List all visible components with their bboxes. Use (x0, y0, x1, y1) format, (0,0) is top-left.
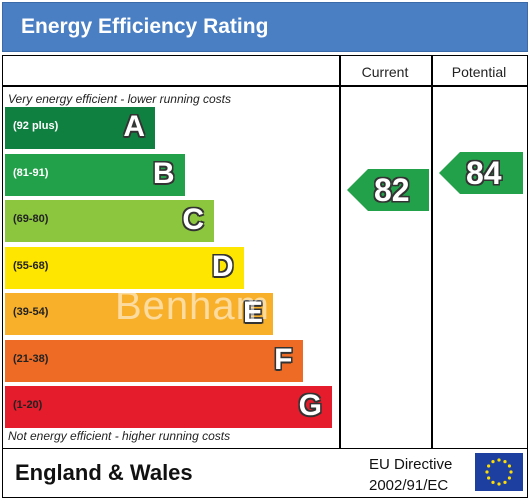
eu-star (487, 464, 491, 468)
column-divider-potential (431, 56, 433, 448)
band-range-b: (81-91) (13, 166, 49, 179)
header-row-divider-left (3, 85, 339, 87)
header-row-divider (339, 85, 527, 87)
column-divider-current (339, 56, 341, 448)
band-range-c: (69-80) (13, 213, 49, 225)
band-range-e: (39-54) (13, 306, 49, 318)
eu-flag-icon (475, 453, 523, 491)
band-f: (21-38) F (5, 339, 303, 382)
band-d: (55-68) D (5, 246, 244, 289)
footer-region: England & Wales (15, 460, 193, 485)
footer-bar: England & Wales EU Directive 2002/91/EC (2, 449, 528, 498)
band-letter-f: F (274, 342, 293, 376)
column-header-potential: Potential (451, 64, 507, 80)
caption-bottom: Not energy efficient - higher running co… (8, 429, 231, 443)
band-c: (69-80) C (5, 200, 214, 242)
rating-grid: Current Potential Very energy efficient … (2, 55, 528, 449)
eu-star (487, 476, 491, 480)
band-letter-c: C (182, 203, 204, 236)
arrow-potential-value: 84 (466, 154, 502, 191)
band-letter-d: D (211, 249, 234, 283)
band-letter-a: A (123, 110, 145, 143)
band-letter-b: B (152, 156, 175, 190)
arrow-potential (439, 151, 523, 194)
eu-star (485, 470, 489, 474)
header-title: Energy Efficiency Rating (21, 15, 269, 38)
header-bar: Energy Efficiency Rating (2, 2, 528, 52)
footer-directive: EU Directive 2002/91/EC (369, 454, 452, 496)
arrow-current (347, 168, 429, 211)
band-range-f: (21-38) (13, 352, 49, 365)
arrow-current-value: 82 (374, 171, 410, 208)
caption-top: Very energy efficient - lower running co… (8, 92, 231, 106)
eu-star (507, 464, 511, 468)
band-g: (1-20) G (5, 386, 332, 428)
eu-star (507, 476, 511, 480)
eu-star (491, 460, 495, 464)
band-a: (92 plus) A (5, 107, 155, 149)
band-range-a: (92 plus) (13, 120, 59, 132)
band-b: (81-91) B (5, 153, 185, 196)
eu-star (509, 470, 513, 474)
band-letter-g: G (298, 389, 322, 422)
eu-star (491, 480, 495, 484)
directive-line2: 2002/91/EC (369, 477, 449, 494)
band-range-d: (55-68) (13, 259, 49, 272)
eu-star (497, 482, 501, 486)
directive-line1: EU Directive (369, 456, 453, 473)
column-header-current: Current (361, 64, 409, 80)
band-e: (39-54) E (5, 293, 273, 335)
band-range-g: (1-20) (13, 399, 43, 411)
eu-star (497, 458, 501, 462)
eu-star (503, 460, 507, 464)
eu-star (503, 480, 507, 484)
band-letter-e: E (242, 296, 263, 329)
